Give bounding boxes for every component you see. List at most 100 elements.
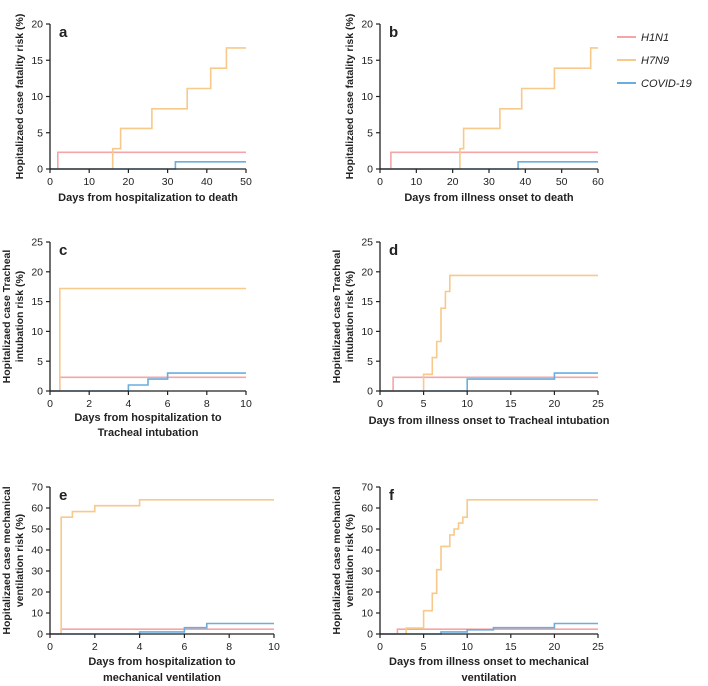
series-line-h7n9: [380, 274, 598, 392]
y-tick-label: 5: [367, 356, 373, 368]
y-tick-label: 10: [361, 326, 373, 338]
x-tick-label: 2: [92, 641, 98, 653]
x-tick-label: 0: [377, 398, 383, 410]
x-tick-label: 2: [86, 398, 92, 410]
panel-label: c: [59, 242, 67, 259]
y-axis-label: Hopitalizaed case mechanical: [1, 486, 13, 634]
y-tick-label: 0: [367, 629, 373, 641]
y-axis-label: Hopitalizaed case Tracheal: [331, 250, 343, 384]
y-tick-label: 60: [31, 503, 43, 515]
series-line-covid-19: [50, 161, 246, 170]
y-tick-label: 10: [31, 326, 43, 338]
x-tick-label: 15: [505, 641, 517, 653]
x-axis-label: Days from illness onset to death: [404, 192, 574, 204]
y-axis-label: intubation risk (%): [14, 271, 26, 363]
y-tick-label: 0: [367, 386, 373, 398]
y-tick-label: 20: [31, 266, 43, 278]
x-tick-label: 8: [226, 641, 232, 653]
x-axis-label: Days from hospitalization to: [74, 412, 222, 424]
series-line-covid-19: [380, 161, 598, 170]
series-line-h1n1: [380, 151, 598, 170]
series-line-h7n9: [50, 287, 246, 392]
x-tick-label: 30: [162, 176, 174, 188]
y-axis-label: Hopitalizaed case mechanical: [331, 486, 343, 634]
y-tick-label: 5: [37, 127, 43, 139]
x-axis-label: Tracheal intubation: [98, 427, 199, 439]
y-axis-label: ventilation risk (%): [344, 514, 356, 607]
x-tick-label: 0: [377, 641, 383, 653]
x-tick-label: 6: [165, 398, 171, 410]
x-tick-label: 0: [47, 176, 53, 188]
x-tick-label: 25: [592, 641, 604, 653]
y-tick-label: 0: [37, 164, 43, 176]
y-tick-label: 10: [361, 91, 373, 103]
y-tick-label: 50: [361, 524, 373, 536]
y-tick-label: 20: [361, 266, 373, 278]
y-tick-label: 25: [31, 237, 43, 249]
y-axis-label: intubation risk (%): [344, 271, 356, 363]
y-tick-label: 25: [361, 237, 373, 249]
y-tick-label: 10: [361, 608, 373, 620]
series-line-h7n9: [380, 47, 598, 170]
series-line-covid-19: [380, 372, 598, 392]
y-axis-label: Hopitalizaed case fatality risk (%): [344, 14, 356, 180]
x-tick-label: 0: [377, 176, 383, 188]
y-tick-label: 40: [31, 545, 43, 557]
x-tick-label: 4: [137, 641, 143, 653]
x-tick-label: 10: [268, 641, 280, 653]
x-tick-label: 0: [47, 641, 53, 653]
series-line-covid-19: [380, 622, 598, 635]
y-tick-label: 70: [31, 482, 43, 494]
y-tick-label: 0: [37, 386, 43, 398]
series-line-h7n9: [50, 499, 274, 635]
chart-panel-b: 0 5 10 15 20 0 10 20 30 40 50 60 Days from illness o…: [344, 14, 604, 204]
y-tick-label: 0: [37, 629, 43, 641]
y-tick-label: 15: [31, 296, 43, 308]
x-tick-label: 30: [483, 176, 495, 188]
x-tick-label: 50: [240, 176, 252, 188]
y-tick-label: 50: [31, 524, 43, 536]
y-tick-label: 0: [367, 164, 373, 176]
legend-label-h1n1: H1N1: [641, 32, 669, 44]
legend-label-covid-19: COVID-19: [641, 78, 692, 90]
x-tick-label: 60: [592, 176, 604, 188]
x-tick-label: 20: [123, 176, 135, 188]
y-tick-label: 15: [361, 296, 373, 308]
panel-label: f: [389, 487, 395, 504]
chart-panel-e: 0 10 20 30 40 50 60 70 0 2 4 6 8 10 Days from hospital…: [1, 482, 280, 684]
series-line-h1n1: [50, 151, 246, 170]
x-axis-label: ventilation: [461, 672, 516, 684]
x-tick-label: 10: [461, 641, 473, 653]
y-axis-label: Hopitalizaed case fatality risk (%): [14, 14, 26, 180]
y-tick-label: 15: [361, 55, 373, 67]
x-axis-label: Days from illness onset to mechanical: [389, 656, 589, 668]
panel-label: a: [59, 24, 68, 41]
x-tick-label: 50: [556, 176, 568, 188]
y-tick-label: 5: [37, 356, 43, 368]
x-tick-label: 40: [201, 176, 213, 188]
chart-panel-c: 0 5 10 15 20 25 0 2 4 6 8 10 Days from hospitalizati…: [1, 237, 252, 439]
x-tick-label: 5: [421, 641, 427, 653]
chart-panel-d: 0 5 10 15 20 25 0 5 10 15 20 25 Days from illness on…: [331, 237, 610, 427]
y-tick-label: 40: [361, 545, 373, 557]
y-tick-label: 20: [31, 587, 43, 599]
y-tick-label: 15: [31, 55, 43, 67]
panel-label: b: [389, 24, 398, 41]
y-tick-label: 20: [31, 19, 43, 31]
legend: H1N1 H7N9 COVID-19: [617, 32, 692, 90]
y-tick-label: 5: [367, 127, 373, 139]
y-tick-label: 20: [361, 587, 373, 599]
x-tick-label: 15: [505, 398, 517, 410]
x-tick-label: 8: [204, 398, 210, 410]
x-axis-label: Days from hospitalization to death: [58, 192, 238, 204]
y-axis-label: ventilation risk (%): [14, 514, 26, 607]
x-axis-label: mechanical ventilation: [103, 672, 221, 684]
x-tick-label: 20: [549, 398, 561, 410]
panel-label: e: [59, 487, 67, 504]
y-tick-label: 70: [361, 482, 373, 494]
x-tick-label: 10: [461, 398, 473, 410]
x-axis-label: Days from hospitalization to: [88, 656, 236, 668]
